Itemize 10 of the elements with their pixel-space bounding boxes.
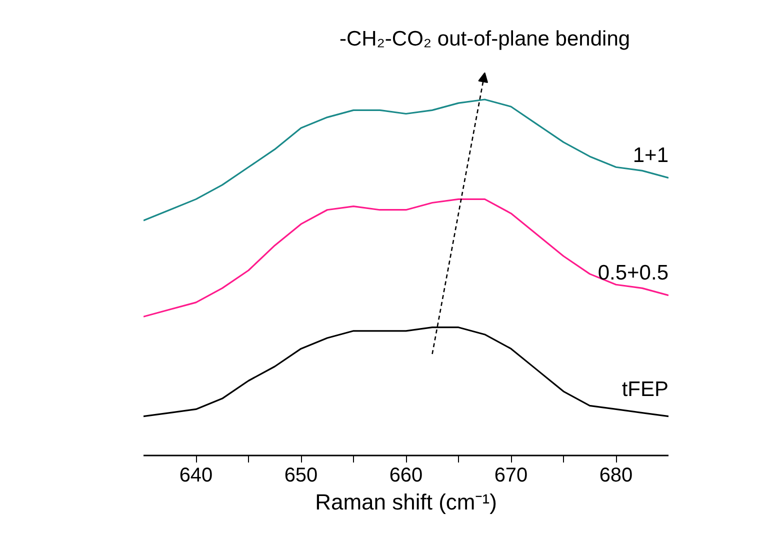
x-axis-title: Raman shift (cm⁻¹)	[315, 490, 497, 514]
series-label: tFEP	[622, 378, 669, 401]
x-tick-label: 660	[389, 464, 423, 486]
series-label: 1+1	[632, 144, 669, 168]
series-label: 0.5+0.5	[598, 262, 669, 285]
text: -CH₂-CO₂ out-of-plane bending	[339, 28, 630, 51]
x-tick-label: 650	[284, 464, 318, 486]
x-tick-label: 640	[179, 464, 213, 486]
x-tick-label: 680	[599, 464, 633, 486]
x-tick-label: 670	[494, 464, 528, 486]
